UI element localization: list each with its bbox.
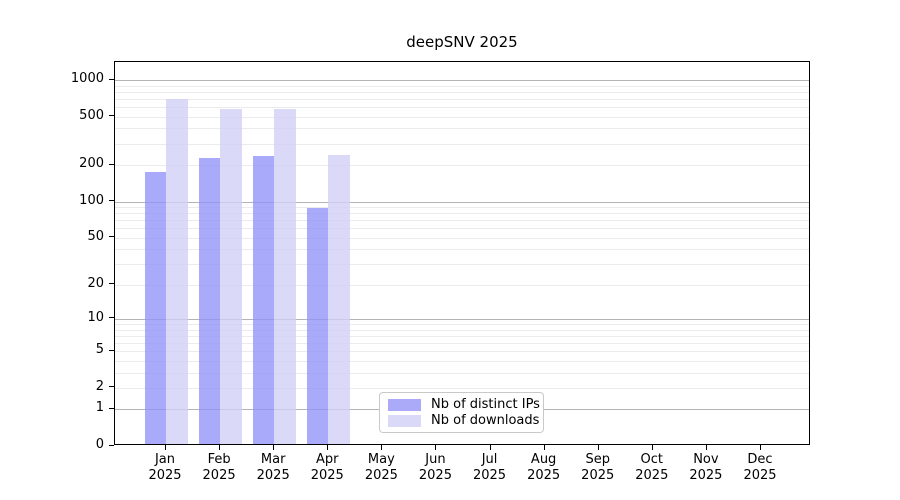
- bar-distinct-ips-mar: [252, 155, 275, 444]
- bar-distinct-ips-jan: [144, 171, 166, 444]
- minor-gridline: [115, 387, 809, 389]
- x-tick-label-may: May 2025: [364, 452, 398, 483]
- minor-gridline: [115, 207, 809, 209]
- minor-gridline: [115, 284, 809, 286]
- major-gridline: [115, 80, 809, 82]
- minor-gridline: [115, 360, 809, 362]
- y-tick-mark: [109, 163, 114, 165]
- y-tick-label: 50: [87, 228, 104, 244]
- x-tick-label-mar: Mar 2025: [256, 452, 290, 483]
- y-tick-mark: [109, 349, 114, 351]
- y-tick-mark: [109, 236, 114, 238]
- y-tick-label: 1: [95, 400, 104, 416]
- plot-area: [114, 61, 810, 445]
- minor-gridline: [115, 329, 809, 331]
- y-tick-label: 2: [95, 378, 104, 394]
- x-tick-mark: [219, 445, 221, 450]
- minor-gridline: [115, 351, 809, 353]
- y-tick-mark: [109, 317, 114, 319]
- major-gridline: [115, 318, 809, 320]
- x-tick-label-aug: Aug 2025: [527, 452, 561, 483]
- x-tick-mark: [651, 445, 653, 450]
- x-tick-label-sep: Sep 2025: [581, 452, 615, 483]
- minor-gridline: [115, 264, 809, 266]
- legend-item-downloads: Nb of downloads: [388, 413, 539, 428]
- legend: Nb of distinct IPs Nb of downloads: [379, 392, 544, 433]
- y-tick-label: 10: [87, 309, 104, 325]
- bar-distinct-ips-apr: [306, 208, 329, 444]
- x-tick-mark: [489, 445, 491, 450]
- minor-gridline: [115, 342, 809, 344]
- legend-label-distinct-ips: Nb of distinct IPs: [431, 397, 540, 412]
- bar-downloads-mar: [274, 108, 296, 444]
- x-tick-label-apr: Apr 2025: [310, 452, 344, 483]
- x-tick-label-oct: Oct 2025: [635, 452, 669, 483]
- minor-gridline: [115, 143, 809, 145]
- x-tick-mark: [597, 445, 599, 450]
- minor-gridline: [115, 249, 809, 251]
- y-tick-label: 100: [79, 192, 104, 208]
- minor-gridline: [115, 85, 809, 87]
- chart-title: deepSNV 2025: [406, 33, 518, 51]
- y-tick-mark: [109, 444, 114, 446]
- x-tick-mark: [543, 445, 545, 450]
- y-tick-mark: [109, 407, 114, 409]
- minor-gridline: [115, 116, 809, 118]
- minor-gridline: [115, 165, 809, 167]
- minor-gridline: [115, 228, 809, 230]
- minor-gridline: [115, 324, 809, 326]
- y-tick-mark: [109, 200, 114, 202]
- y-tick-label: 500: [79, 107, 104, 123]
- bar-downloads-apr: [328, 154, 350, 444]
- x-tick-label-dec: Dec 2025: [743, 452, 777, 483]
- y-tick-label: 0: [95, 437, 104, 452]
- bar-downloads-feb: [220, 108, 242, 444]
- x-tick-label-jul: Jul 2025: [472, 452, 507, 483]
- x-tick-label-jan: Jan 2025: [148, 452, 182, 483]
- major-gridline: [115, 201, 809, 203]
- minor-gridline: [115, 213, 809, 215]
- minor-gridline: [115, 128, 809, 130]
- x-tick-mark: [435, 445, 437, 450]
- minor-gridline: [115, 372, 809, 374]
- y-tick-mark: [109, 386, 114, 388]
- x-tick-mark: [273, 445, 275, 450]
- x-tick-mark: [705, 445, 707, 450]
- y-tick-mark: [109, 115, 114, 117]
- y-tick-label: 5: [95, 342, 104, 358]
- legend-item-distinct-ips: Nb of distinct IPs: [388, 397, 540, 412]
- bar-downloads-jan: [166, 99, 188, 444]
- y-tick-label: 20: [87, 275, 104, 291]
- legend-label-downloads: Nb of downloads: [431, 413, 540, 428]
- y-tick-label: 200: [79, 156, 104, 172]
- x-tick-mark: [381, 445, 383, 450]
- x-tick-mark: [327, 445, 329, 450]
- x-tick-label-nov: Nov 2025: [689, 452, 723, 483]
- x-tick-label-jun: Jun 2025: [418, 452, 452, 483]
- minor-gridline: [115, 237, 809, 239]
- legend-swatch-distinct-ips: [388, 398, 421, 411]
- minor-gridline: [115, 91, 809, 93]
- minor-gridline: [115, 220, 809, 222]
- minor-gridline: [115, 98, 809, 100]
- bar-distinct-ips-feb: [198, 158, 221, 444]
- x-tick-mark: [165, 445, 166, 450]
- minor-gridline: [115, 107, 809, 109]
- minor-gridline: [115, 335, 809, 337]
- x-tick-label-feb: Feb 2025: [202, 452, 236, 483]
- y-tick-mark: [109, 78, 114, 80]
- y-tick-label: 1000: [70, 71, 104, 87]
- y-tick-mark: [109, 283, 114, 285]
- legend-swatch-downloads: [388, 414, 421, 427]
- x-tick-mark: [759, 445, 761, 450]
